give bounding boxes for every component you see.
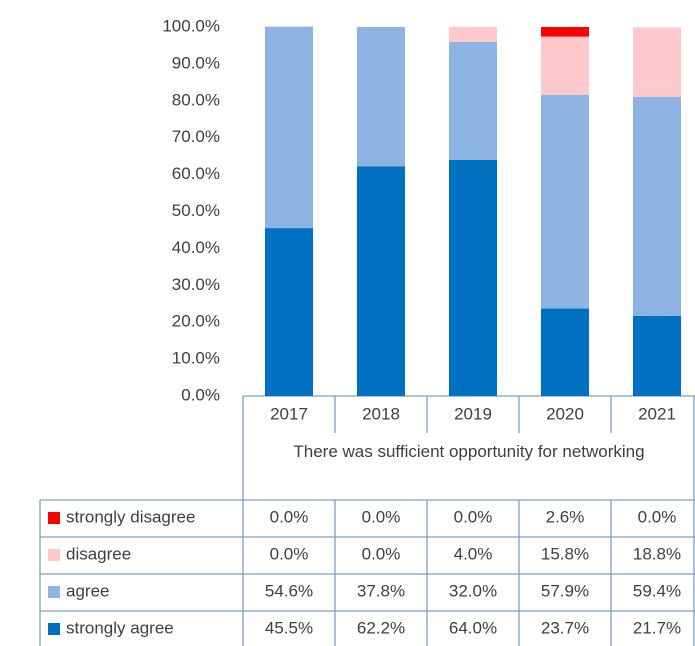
bar-segment: [541, 27, 589, 37]
x-tick-label: 2020: [546, 404, 584, 423]
table-cell: 57.9%: [541, 581, 589, 600]
table-cell: 15.8%: [541, 544, 589, 563]
bar-segment: [449, 27, 497, 42]
legend-label: disagree: [66, 544, 131, 563]
table-cell: 23.7%: [541, 618, 589, 637]
bar-segment: [449, 41, 497, 160]
bar-segment: [541, 308, 589, 396]
x-tick-label: 2021: [638, 404, 676, 423]
table-cell: 45.5%: [265, 618, 313, 637]
bar-segment: [541, 94, 589, 309]
legend-label: agree: [66, 581, 109, 600]
x-tick-label: 2017: [270, 404, 308, 423]
table-cell: 0.0%: [454, 507, 493, 526]
table-cell: 4.0%: [454, 544, 493, 563]
bar-segment: [357, 166, 405, 396]
table-cell: 18.8%: [633, 544, 681, 563]
legend-label: strongly agree: [66, 618, 174, 637]
bar-segment: [541, 36, 589, 95]
table-cell: 62.2%: [357, 618, 405, 637]
bar-segment: [633, 315, 681, 396]
y-tick-label: 90.0%: [172, 53, 220, 72]
table-cell: 32.0%: [449, 581, 497, 600]
bar-segment: [265, 228, 313, 396]
table-cell: 0.0%: [638, 507, 677, 526]
bar-segment: [633, 96, 681, 316]
y-tick-label: 40.0%: [172, 238, 220, 257]
bar-segment: [265, 26, 313, 229]
y-tick-label: 80.0%: [172, 90, 220, 109]
legend-key: [48, 623, 60, 635]
legend-label: strongly disagree: [66, 507, 195, 526]
table-cell: 37.8%: [357, 581, 405, 600]
y-tick-label: 30.0%: [172, 275, 220, 294]
table-cell: 0.0%: [270, 544, 309, 563]
table-lines: [39, 395, 695, 646]
y-tick-label: 20.0%: [172, 312, 220, 331]
y-tick-label: 10.0%: [172, 349, 220, 368]
table-cell: 54.6%: [265, 581, 313, 600]
x-tick-label: 2019: [454, 404, 492, 423]
table-cell: 0.0%: [270, 507, 309, 526]
table-cell: 2.6%: [546, 507, 585, 526]
table-cell: 0.0%: [362, 507, 401, 526]
bar-segment: [633, 27, 681, 97]
y-tick-label: 60.0%: [172, 164, 220, 183]
y-tick-label: 0.0%: [181, 385, 220, 404]
y-tick-label: 100.0%: [162, 16, 220, 35]
legend-key: [48, 549, 60, 561]
bar-segment: [449, 159, 497, 396]
legend-key: [48, 586, 60, 598]
bar-segment: [357, 27, 405, 167]
y-tick-label: 50.0%: [172, 201, 220, 220]
x-axis-title-box: There was sufficient opportunity for net…: [293, 442, 645, 461]
table-cell: 21.7%: [633, 618, 681, 637]
x-tick-label: 2018: [362, 404, 400, 423]
table-cell: 59.4%: [633, 581, 681, 600]
table-cell: 64.0%: [449, 618, 497, 637]
table-cell: 0.0%: [362, 544, 401, 563]
legend-key: [48, 512, 60, 524]
y-tick-label: 70.0%: [172, 127, 220, 146]
x-axis-title: There was sufficient opportunity for net…: [293, 442, 645, 461]
